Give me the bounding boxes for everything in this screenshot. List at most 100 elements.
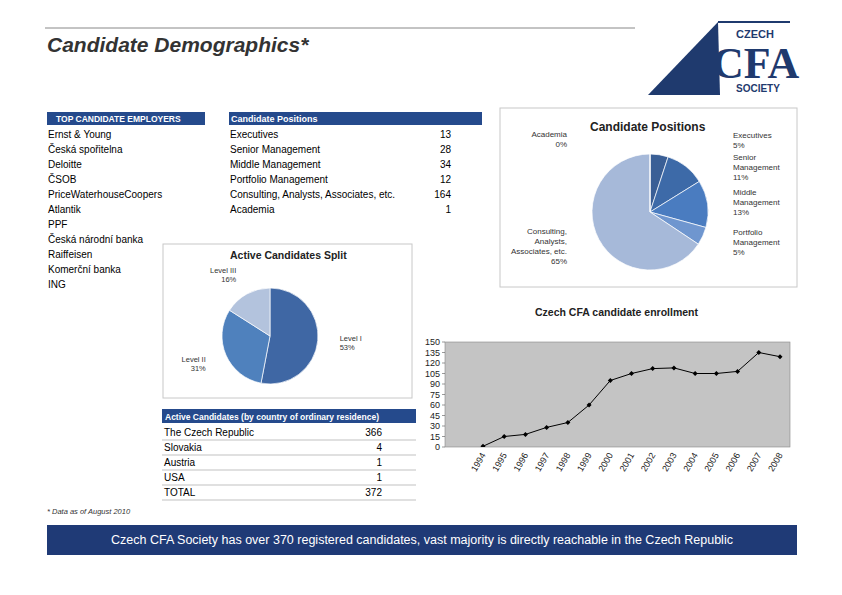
tick-label: 105 [425,369,440,379]
slice-label-line: Academia [531,130,567,139]
slice-label-line: Management [733,238,780,247]
marker [565,420,570,425]
table-cell: Academia [230,204,275,215]
chart-title: Candidate Positions [590,120,706,134]
tick-label: 1999 [575,451,594,473]
tick-label: 120 [425,358,440,368]
table-cell: Senior Management [230,144,320,155]
background [0,0,842,595]
marker [629,371,634,376]
tick-label: 75 [430,390,440,400]
table-rule [162,440,416,441]
table-cell: Slovakia [164,442,202,453]
tick-label: 45 [430,411,440,421]
pie-slice [592,154,698,270]
slice-label: Academia [531,130,567,139]
slice-value: 0% [555,140,567,149]
tick-label: 1994 [469,451,488,473]
table-cell: Ernst & Young [48,129,111,140]
marker [693,371,698,376]
pie-slice [650,154,651,212]
chart-frame [500,108,797,287]
table-cell: 28 [440,144,452,155]
slice-label: Executives [733,131,772,140]
table-cell: Portfolio Management [230,174,328,185]
slice-label: Consulting,Analysts,Associates, etc. [511,227,567,256]
tick-mark [442,384,445,385]
slice-label-line: Management [733,198,780,207]
slide: Candidate Demographics* CZECHCFASOCIETY TO… [0,0,842,595]
table-cell: Austria [164,457,196,468]
table-rule [162,485,416,486]
table-header-bg [162,409,416,423]
table-cell: PPF [48,219,67,230]
table-cell: Raiffeisen [48,249,92,260]
slice-label-line: Level III [210,266,236,275]
tick-label: 30 [430,421,440,431]
table-cell: PriceWaterhouseCoopers [48,189,162,200]
marker [650,366,655,371]
plot-area [445,342,790,447]
table-cell: Middle Management [230,159,321,170]
chart-frame [163,244,412,398]
table-header: TOP CANDIDATE EMPLOYERS [56,114,181,124]
table-cell: ČSOB [48,173,77,185]
marker [502,434,507,439]
table-cell: Consulting, Analysts, Associates, etc. [230,189,395,200]
tick-label: 90 [430,379,440,389]
table-header: Candidate Positions [231,114,318,124]
logo-rule [718,21,790,23]
marker [671,365,676,370]
footnote: * Data as of August 2010 [47,507,131,516]
table-cell: 12 [440,174,452,185]
table-cell: Česká národní banka [48,233,144,245]
marker [756,350,761,355]
table-cell: 1 [445,204,451,215]
slice-value: 5% [733,141,745,150]
table-cell: Česká spořitelna [48,143,123,155]
table-header-bg [47,112,205,125]
slice-label: Level I [340,334,362,343]
slide-title: Candidate Demographics* [47,33,309,56]
table-cell: 1 [376,457,382,468]
table-cell: USA [164,472,185,483]
tick-label: 1998 [554,451,573,473]
marker [714,371,719,376]
table-cell: 4 [376,442,382,453]
table-cell: 372 [365,487,382,498]
table-cell: 164 [434,189,451,200]
logo-text: SOCIETY [736,83,780,94]
pie-chart: Active Candidates SplitLevel I53%Level I… [163,244,412,398]
tick-label: 1996 [511,451,530,473]
tick-label: 1995 [490,451,509,473]
pie-slice [229,288,270,336]
logo: CZECHCFASOCIETY [648,22,799,95]
tick-label: 2001 [618,451,637,473]
table-rule [162,470,416,471]
slice-label-line: Consulting, [527,227,567,236]
table-rule [162,455,416,456]
slice-label-line: Senior [733,153,756,162]
pie-chart: Candidate PositionsExecutives5%SeniorMan… [500,108,797,287]
table-cell: Atlantik [48,204,82,215]
slice-label: MiddleManagement [733,188,780,207]
table-cell: ING [48,279,66,290]
banner-bg [47,525,797,555]
tick-label: 2002 [639,451,658,473]
residence-table: Active Candidates (by country of ordinar… [162,409,416,500]
table-cell: 1 [376,472,382,483]
slice-label-line: Level II [182,355,206,364]
slice-value: 11% [733,173,748,182]
table-cell: Executives [230,129,278,140]
slice-value: 5% [733,248,745,257]
tick-label: 15 [430,432,440,442]
line [483,353,780,447]
slice-label: Level III [210,266,236,275]
line-chart: Czech CFA candidate enrollment0153045607… [425,306,790,473]
logo-text: CFA [712,39,799,88]
marker [735,369,740,374]
tick-mark [442,447,445,448]
chart-title: Czech CFA candidate enrollment [535,306,698,318]
marker [587,403,592,408]
tick-mark [442,415,445,416]
